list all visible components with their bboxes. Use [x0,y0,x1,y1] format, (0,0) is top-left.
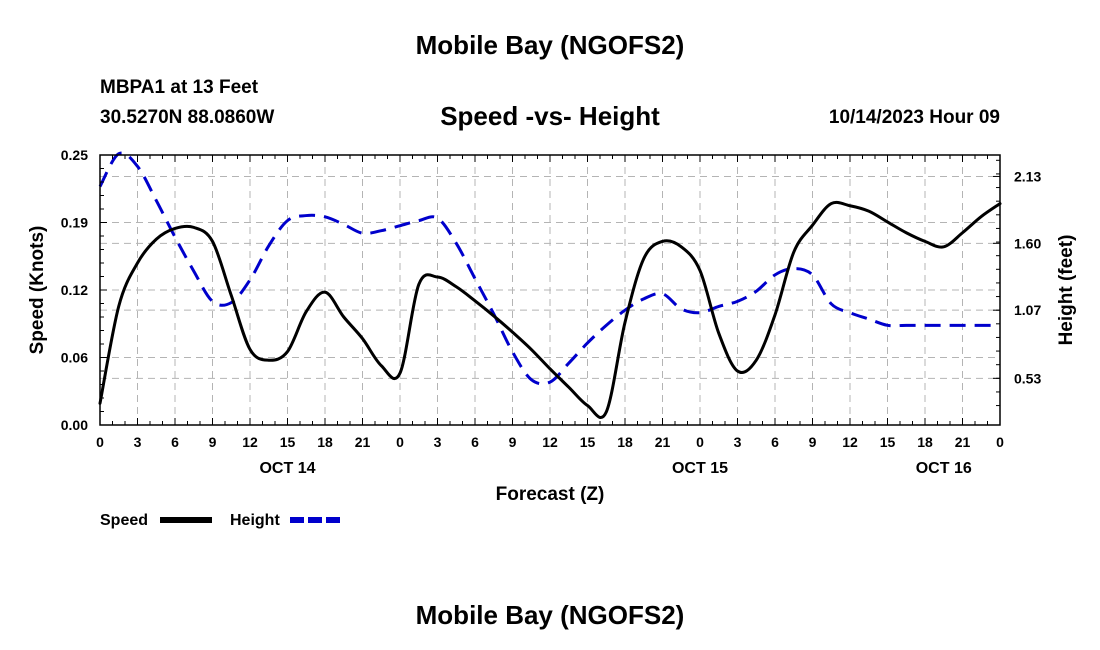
y-tick-label-right: 1.60 [1014,235,1041,251]
x-tick-label: 0 [696,434,704,450]
x-tick-label: 0 [396,434,404,450]
x-tick-label: 12 [242,434,258,450]
x-tick-label: 9 [509,434,517,450]
date-label: OCT 16 [916,460,972,477]
y-tick-label-left: 0.06 [61,350,88,366]
labels: 0 3 6 9 12 15 18 21 0 3 6 9 12 15 18 21 0 3 6 9 12 15 18 21 0 OCT… [27,147,1077,505]
x-tick-label: 12 [842,434,858,450]
x-tick-label: 18 [917,434,933,450]
x-tick-label: 3 [134,434,142,450]
y-axis-title-left: Speed (Knots) [27,226,48,355]
x-tick-label: 12 [542,434,558,450]
x-tick-label: 21 [655,434,671,450]
series-line-speed [98,200,1002,419]
y-tick-label-left: 0.19 [61,215,88,231]
y-tick-label-left: 0.00 [61,417,88,433]
x-tick-label: 15 [880,434,896,450]
chart-subtitle: Speed -vs- Height [440,101,660,131]
y-axis-title-right: Height (feet) [1056,235,1077,346]
axes [99,154,1001,426]
x-tick-label: 9 [209,434,217,450]
y-tick-label-right: 1.07 [1014,302,1041,318]
date-label: OCT 15 [672,460,728,477]
y-tick-label-left: 0.25 [61,147,88,163]
x-tick-label: 6 [771,434,779,450]
x-tick-label: 18 [617,434,633,450]
x-tick-label: 6 [471,434,479,450]
x-tick-label: 21 [955,434,971,450]
forecast-datetime: 10/14/2023 Hour 09 [828,107,1000,128]
series-layer [98,151,1002,419]
y-tick-label-left: 0.12 [61,282,88,298]
x-tick-label: 0 [96,434,104,450]
y-tick-label-right: 2.13 [1014,168,1041,184]
legend-label-height: Height [230,512,280,529]
grid [100,155,1000,425]
x-tick-label: 3 [434,434,442,450]
x-tick-label: 21 [355,434,371,450]
station-coordinates: 30.5270N 88.0860W [100,107,275,128]
x-axis-title: Forecast (Z) [496,484,605,505]
legend-label-speed: Speed [100,512,148,529]
x-tick-label: 18 [317,434,333,450]
legend: Speed Height [100,512,342,529]
x-tick-label: 6 [171,434,179,450]
station-name: MBPA1 at 13 Feet [100,77,259,98]
x-tick-label: 3 [734,434,742,450]
x-tick-label: 15 [280,434,296,450]
x-tick-label: 9 [809,434,817,450]
date-label: OCT 14 [259,460,315,477]
chart-title: Mobile Bay (NGOFS2) [415,30,685,60]
x-tick-label: 15 [580,434,596,450]
x-tick-label: 0 [996,434,1004,450]
footer-title: Mobile Bay (NGOFS2) [415,600,685,630]
series-line-height [98,151,1000,386]
y-tick-label-right: 0.53 [1014,370,1041,386]
